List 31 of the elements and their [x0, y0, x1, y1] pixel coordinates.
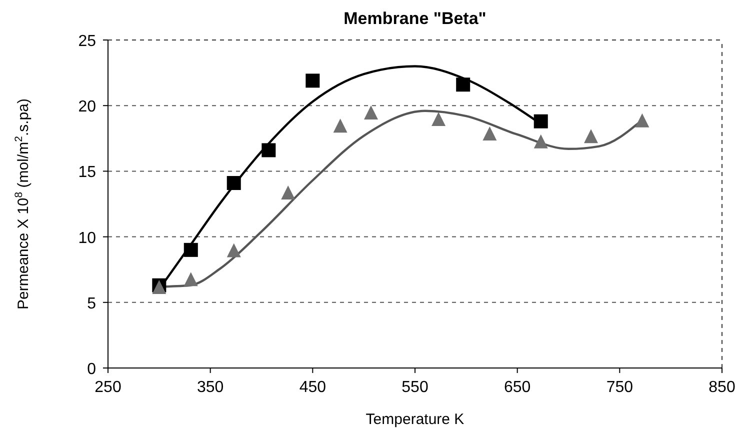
point: [482, 126, 497, 140]
chart-title: Membrane "Beta": [344, 9, 486, 28]
point: [226, 176, 241, 190]
point: [364, 105, 378, 120]
point: [432, 112, 446, 126]
x-tick-label: 850: [708, 379, 736, 396]
x-tick-label: 650: [504, 379, 531, 396]
x-tick-label: 350: [196, 379, 224, 396]
y-tick-label: 20: [78, 98, 96, 116]
y-tick-label: 25: [78, 33, 96, 50]
x-tick-label: 550: [402, 379, 428, 396]
x-tick-label: 750: [606, 379, 634, 396]
x-tick-label: 450: [299, 379, 326, 396]
point: [635, 113, 650, 128]
point: [262, 143, 276, 158]
point: [281, 186, 296, 200]
point: [333, 118, 348, 133]
y-tick-label: 15: [78, 164, 96, 182]
x-axis-title: Temperature K: [366, 411, 464, 428]
point: [184, 242, 198, 257]
y-tick-label: 10: [78, 230, 96, 247]
point: [534, 134, 548, 148]
y-tick-label: 0: [87, 361, 96, 378]
point: [226, 243, 241, 258]
x-tick-label: 250: [94, 379, 122, 396]
y-tick-label: 5: [87, 295, 96, 312]
point: [534, 114, 548, 128]
point: [184, 272, 198, 286]
point: [306, 74, 320, 88]
point: [584, 129, 598, 144]
point: [456, 78, 470, 92]
